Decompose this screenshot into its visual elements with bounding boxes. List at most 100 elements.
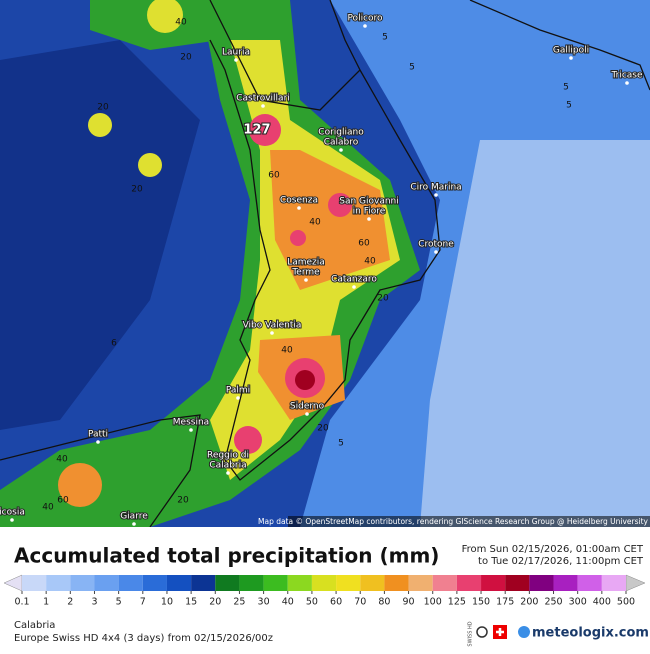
legend-cell bbox=[22, 575, 47, 591]
swiss-cross bbox=[496, 628, 504, 636]
contour-label: 60 bbox=[358, 239, 370, 249]
legend-tick-label: 25 bbox=[233, 597, 245, 608]
legend-tick-label: 125 bbox=[448, 597, 466, 608]
city-label: icosia bbox=[0, 508, 25, 518]
contour-label: 40 bbox=[175, 18, 187, 28]
city-label: Ciro Marina bbox=[410, 183, 461, 193]
legend-tick-label: 50 bbox=[306, 597, 318, 608]
contour-label: 6 bbox=[111, 339, 117, 349]
contour-label: 20 bbox=[97, 103, 109, 113]
legend-cell bbox=[529, 575, 554, 591]
max-label: 127 bbox=[243, 123, 270, 138]
city-label: Castrovillari bbox=[236, 94, 290, 104]
contour-label: 5 bbox=[382, 33, 388, 43]
city-label: Palmi bbox=[226, 386, 250, 396]
legend-cell bbox=[94, 575, 119, 591]
legend-tick-label: 250 bbox=[544, 597, 562, 608]
red-spot bbox=[290, 230, 306, 246]
search-icon bbox=[476, 626, 488, 638]
map: Map data © OpenStreetMap contributors, r… bbox=[0, 0, 650, 527]
city-label: Giarre bbox=[120, 512, 148, 522]
contour-label: 60 bbox=[57, 496, 69, 506]
red-spot bbox=[328, 193, 352, 217]
red-spot bbox=[234, 426, 262, 454]
badge: SWISS HD bbox=[468, 621, 474, 646]
lighter-area bbox=[420, 140, 650, 527]
contour-label: 40 bbox=[56, 455, 68, 465]
city-dot bbox=[434, 250, 438, 254]
city-label: Messina bbox=[173, 418, 209, 428]
legend-cell bbox=[432, 575, 457, 591]
legend-cell bbox=[142, 575, 167, 591]
attribution-bg bbox=[288, 516, 650, 527]
legend-cell bbox=[384, 575, 409, 591]
legend-tick-label: 7 bbox=[140, 597, 146, 608]
city-dot bbox=[304, 278, 308, 282]
contour-label: 20 bbox=[177, 496, 189, 506]
contour-label: 5 bbox=[566, 101, 572, 111]
legend-tick-label: 40 bbox=[282, 597, 294, 608]
city-dot bbox=[189, 428, 193, 432]
city-dot bbox=[234, 58, 238, 62]
legend-tick-label: 2 bbox=[67, 597, 73, 608]
coastline bbox=[0, 414, 201, 527]
dark-area bbox=[0, 40, 200, 430]
legend-cell bbox=[70, 575, 95, 591]
city-label: Gallipoli bbox=[553, 46, 589, 56]
legend-cell bbox=[408, 575, 433, 591]
legend-tick-label: 20 bbox=[209, 597, 221, 608]
contour-label: 5 bbox=[409, 63, 415, 73]
date-from: From Sun 02/15/2026, 01:00am CET bbox=[462, 544, 644, 555]
contour-label: 20 bbox=[131, 185, 143, 195]
city-label: Crotone bbox=[418, 240, 454, 250]
city-label: Catanzaro bbox=[331, 275, 377, 285]
legend-cell bbox=[601, 575, 626, 591]
city-label: Lamezia bbox=[287, 258, 325, 268]
legend-arrow-right bbox=[625, 574, 646, 592]
red-spot bbox=[249, 114, 281, 146]
coastline bbox=[469, 0, 650, 91]
model: Europe Swiss HD 4x4 (3 days) from 02/15/… bbox=[14, 633, 273, 644]
city-label: Policoro bbox=[347, 14, 383, 24]
yellow-spot bbox=[147, 0, 183, 33]
city-dot bbox=[339, 148, 343, 152]
contour-label: 40 bbox=[281, 346, 293, 356]
city-label: Patti bbox=[88, 430, 108, 440]
legend-cell bbox=[215, 575, 240, 591]
region: Calabria bbox=[14, 620, 55, 631]
city-label: Calabria bbox=[209, 461, 246, 471]
yellow-spot bbox=[88, 113, 112, 137]
city-label: Cosenza bbox=[280, 196, 318, 206]
legend-tick-label: 15 bbox=[185, 597, 197, 608]
city-dot bbox=[261, 104, 265, 108]
city-dot bbox=[226, 471, 230, 475]
orange-area bbox=[270, 150, 390, 290]
legend-tick-label: 5 bbox=[116, 597, 122, 608]
attribution: Map data © OpenStreetMap contributors, r… bbox=[258, 517, 649, 526]
legend-cell bbox=[239, 575, 264, 591]
legend-tick-label: 1 bbox=[43, 597, 49, 608]
orange-spot bbox=[58, 463, 102, 507]
city-dot bbox=[625, 81, 629, 85]
legend-tick-label: 300 bbox=[569, 597, 587, 608]
city-label: Tricase bbox=[610, 71, 643, 81]
legend-tick-label: 90 bbox=[403, 597, 415, 608]
legend-tick-label: 175 bbox=[496, 597, 514, 608]
contour-label: 20 bbox=[377, 294, 389, 304]
legend-cell bbox=[481, 575, 506, 591]
city-dot bbox=[305, 412, 309, 416]
city-dot bbox=[132, 522, 136, 526]
coastline bbox=[209, 0, 441, 481]
legend-tick-label: 100 bbox=[424, 597, 442, 608]
red-spot bbox=[295, 370, 315, 390]
city-dot bbox=[352, 285, 356, 289]
contour-label: 20 bbox=[180, 53, 192, 63]
city-label: Lauria bbox=[222, 48, 250, 58]
legend-tick-label: 10 bbox=[161, 597, 173, 608]
contour-label: 60 bbox=[268, 171, 280, 181]
city-label: Terme bbox=[291, 268, 320, 278]
legend-tick-label: 400 bbox=[593, 597, 611, 608]
legend-cell bbox=[553, 575, 578, 591]
legend-cell bbox=[336, 575, 361, 591]
